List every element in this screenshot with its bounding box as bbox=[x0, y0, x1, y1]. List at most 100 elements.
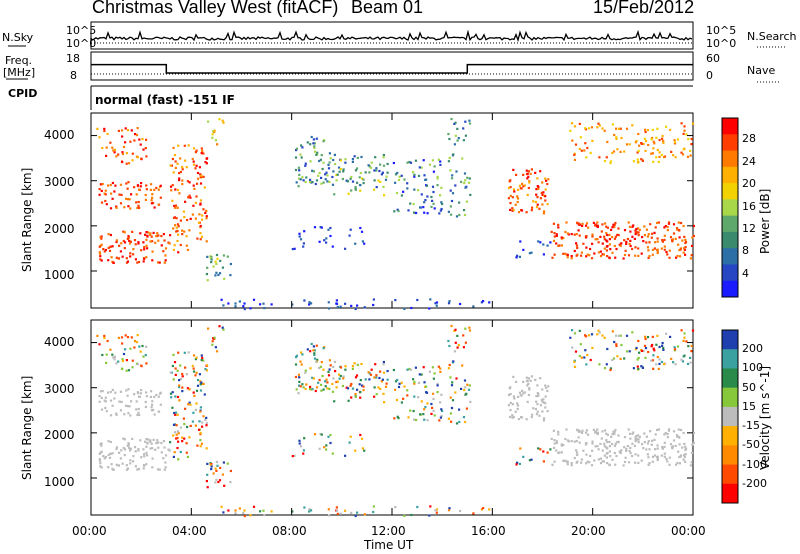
velocity-cell bbox=[515, 380, 518, 383]
velocity-cell bbox=[507, 404, 510, 407]
velocity-cell bbox=[183, 423, 186, 426]
velocity-ytick-1000: 1000 bbox=[44, 475, 75, 489]
power-cell bbox=[110, 192, 113, 195]
power-cell bbox=[691, 236, 694, 239]
velocity-cell bbox=[172, 378, 175, 381]
power-cell bbox=[625, 242, 628, 245]
velocity-cell bbox=[201, 421, 204, 424]
velocity-cell bbox=[577, 429, 580, 432]
power-cell bbox=[603, 238, 606, 241]
power-cell bbox=[170, 189, 173, 192]
power-cell bbox=[544, 188, 547, 191]
velocity-cell bbox=[535, 413, 539, 416]
power-cell bbox=[464, 179, 467, 182]
power-cell bbox=[134, 243, 137, 246]
power-cell bbox=[656, 148, 659, 152]
power-cell bbox=[192, 204, 195, 207]
power-colorbar-tick: 28 bbox=[742, 132, 756, 145]
velocity-cell bbox=[350, 382, 353, 386]
velocity-cell bbox=[200, 354, 203, 357]
power-cell bbox=[143, 246, 146, 249]
velocity-cell bbox=[157, 446, 160, 449]
power-cell bbox=[125, 162, 128, 165]
power-cell bbox=[514, 203, 517, 206]
power-cell bbox=[372, 303, 375, 307]
velocity-cell bbox=[149, 440, 152, 443]
velocity-cell bbox=[565, 428, 568, 431]
power-cell bbox=[417, 189, 420, 192]
power-cell bbox=[525, 169, 528, 172]
power-cell bbox=[428, 163, 431, 166]
velocity-cell bbox=[546, 410, 549, 413]
power-cell bbox=[542, 191, 545, 194]
nsearch-tick-bottom: 10^0 bbox=[706, 37, 737, 50]
power-cell bbox=[570, 233, 573, 236]
velocity-cell bbox=[661, 341, 664, 345]
velocity-cell bbox=[104, 400, 107, 403]
velocity-cell bbox=[299, 360, 302, 363]
nsky-trace bbox=[90, 29, 693, 47]
power-cell bbox=[360, 230, 364, 233]
velocity-cell bbox=[201, 356, 204, 359]
velocity-cell bbox=[642, 447, 645, 450]
velocity-cell bbox=[647, 456, 650, 459]
velocity-cell bbox=[605, 439, 608, 442]
velocity-cell bbox=[653, 438, 656, 441]
velocity-cell bbox=[311, 376, 314, 379]
velocity-cell bbox=[551, 463, 554, 466]
velocity-cell bbox=[552, 446, 556, 449]
power-cell bbox=[453, 122, 456, 125]
velocity-cell bbox=[661, 344, 664, 347]
velocity-cell bbox=[671, 445, 674, 448]
power-cell bbox=[529, 172, 532, 175]
power-cell bbox=[463, 213, 467, 217]
velocity-cell bbox=[632, 431, 635, 434]
power-cell bbox=[125, 152, 128, 155]
power-cell bbox=[121, 152, 124, 156]
power-cell bbox=[641, 236, 644, 239]
power-cell bbox=[609, 160, 612, 163]
power-cell bbox=[119, 250, 122, 253]
power-cell bbox=[318, 171, 321, 175]
velocity-cell bbox=[480, 508, 483, 511]
power-cell bbox=[585, 255, 588, 258]
power-cell bbox=[129, 240, 132, 243]
velocity-cell bbox=[596, 445, 599, 448]
power-cell bbox=[331, 183, 335, 186]
power-cell bbox=[613, 133, 616, 137]
power-cell bbox=[672, 223, 676, 226]
velocity-cell bbox=[342, 375, 345, 378]
velocity-cell bbox=[670, 357, 673, 360]
power-cell bbox=[666, 253, 669, 256]
power-cell bbox=[133, 186, 136, 189]
power-cell bbox=[341, 177, 344, 181]
velocity-cell bbox=[552, 429, 555, 432]
velocity-cell bbox=[338, 377, 341, 380]
power-cell bbox=[295, 149, 298, 152]
power-cell bbox=[511, 207, 514, 210]
power-cell bbox=[598, 156, 601, 159]
velocity-cell bbox=[295, 356, 298, 359]
power-cell bbox=[645, 228, 648, 231]
velocity-cell bbox=[113, 358, 116, 361]
power-cell bbox=[542, 243, 545, 246]
station-title: Christmas Valley West (fitACF) bbox=[92, 0, 339, 17]
velocity-cell bbox=[159, 391, 162, 394]
velocity-cell bbox=[640, 459, 643, 462]
power-cell bbox=[637, 227, 640, 230]
velocity-cell bbox=[329, 441, 332, 445]
power-cell bbox=[196, 171, 200, 175]
power-cell bbox=[655, 156, 658, 159]
power-cell bbox=[457, 137, 460, 140]
velocity-cell bbox=[644, 335, 647, 338]
velocity-cell bbox=[628, 432, 632, 435]
velocity-cell bbox=[614, 428, 617, 432]
power-cell bbox=[565, 221, 568, 224]
velocity-cell bbox=[581, 429, 584, 432]
power-cell bbox=[392, 161, 395, 165]
velocity-cell bbox=[299, 445, 303, 448]
power-cell bbox=[199, 232, 202, 235]
power-cell bbox=[112, 261, 115, 264]
power-cell bbox=[640, 158, 643, 161]
power-cell bbox=[397, 210, 400, 213]
